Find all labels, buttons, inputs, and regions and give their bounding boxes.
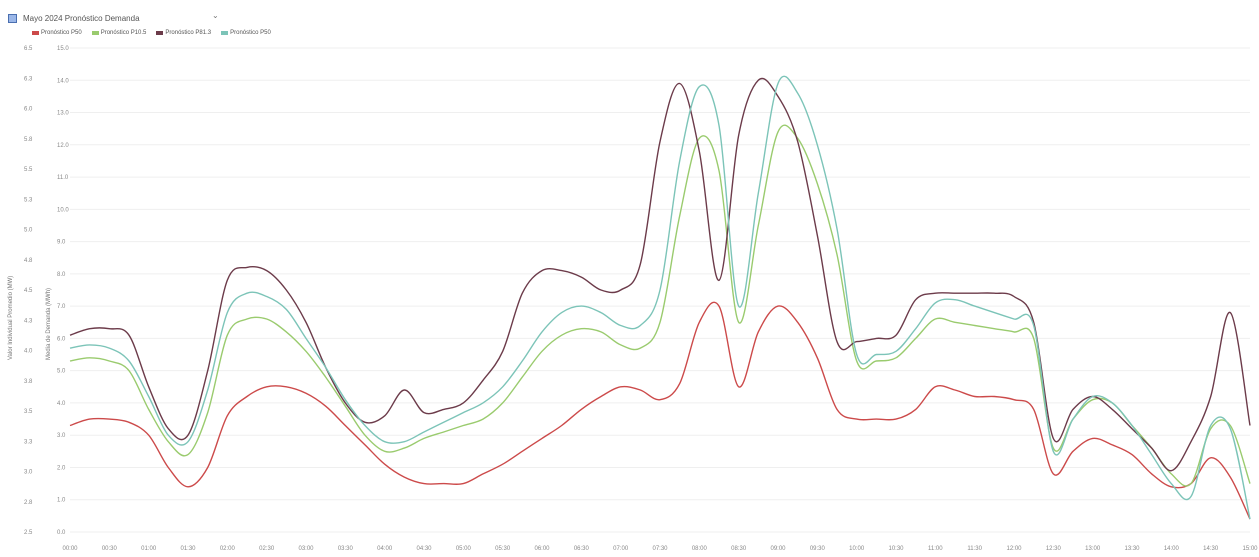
x-tick-label: 14:30 xyxy=(1203,546,1219,552)
y-left-tick-label: 5.3 xyxy=(24,197,33,203)
chart-title: Mayo 2024 Pronóstico Demanda xyxy=(23,13,140,23)
chart-header: Mayo 2024 Pronóstico Demanda xyxy=(8,9,140,27)
y-left-tick-label: 2.5 xyxy=(24,530,33,536)
y-right-tick-label: 12.0 xyxy=(57,143,69,149)
y-right-tick-label: 7.0 xyxy=(57,304,66,310)
y-left-tick-label: 3.0 xyxy=(24,470,33,476)
x-tick-label: 10:00 xyxy=(849,546,865,552)
x-tick-label: 15:00 xyxy=(1242,546,1258,552)
y-left-tick-label: 6.5 xyxy=(24,46,33,52)
x-tick-label: 06:30 xyxy=(574,546,590,552)
x-tick-label: 04:00 xyxy=(377,546,393,552)
x-tick-label: 12:00 xyxy=(1006,546,1022,552)
x-tick-label: 05:30 xyxy=(495,546,511,552)
y-right-tick-label: 14.0 xyxy=(57,78,69,84)
x-tick-label: 11:00 xyxy=(928,546,943,552)
y-right-tick-label: 11.0 xyxy=(57,175,69,181)
x-tick-label: 09:30 xyxy=(810,546,826,552)
y-left-tick-label: 6.3 xyxy=(24,76,33,82)
x-tick-label: 07:30 xyxy=(652,546,668,552)
x-tick-label: 07:00 xyxy=(613,546,629,552)
y-right-tick-label: 3.0 xyxy=(57,433,66,439)
y-right-tick-label: 0.0 xyxy=(57,530,66,536)
x-tick-label: 06:00 xyxy=(534,546,550,552)
legend-item[interactable]: Pronóstico P81.3 xyxy=(156,30,211,36)
x-tick-label: 05:00 xyxy=(456,546,472,552)
series-line-1[interactable] xyxy=(69,301,1251,520)
x-tick-label: 08:00 xyxy=(692,546,708,552)
x-tick-label: 04:30 xyxy=(416,546,432,552)
x-tick-label: 03:30 xyxy=(338,546,354,552)
x-tick-label: 14:00 xyxy=(1164,546,1180,552)
series-line-3[interactable] xyxy=(69,77,1251,472)
x-tick-label: 13:00 xyxy=(1085,546,1101,552)
x-tick-label: 03:00 xyxy=(298,546,314,552)
legend-item[interactable]: Pronóstico P50 xyxy=(32,30,82,36)
y-left-tick-label: 4.3 xyxy=(24,318,33,324)
legend-swatch xyxy=(156,31,164,35)
y-left-tick-label: 5.5 xyxy=(24,167,33,173)
y-left-tick-label: 4.0 xyxy=(24,349,33,355)
legend-swatch xyxy=(32,31,39,35)
x-tick-label: 13:30 xyxy=(1124,546,1140,552)
y-left-tick-label: 3.3 xyxy=(24,439,33,445)
y-left-tick-label: 2.8 xyxy=(24,500,33,506)
x-tick-label: 08:30 xyxy=(731,546,747,552)
y-right-tick-label: 10.0 xyxy=(57,207,69,213)
y-left-tick-label: 5.8 xyxy=(24,137,33,143)
x-tick-label: 02:00 xyxy=(220,546,236,552)
y-left-tick-label: 4.5 xyxy=(24,288,33,294)
x-tick-label: 02:30 xyxy=(259,546,275,552)
y-right-tick-label: 5.0 xyxy=(57,369,66,375)
chart-icon xyxy=(8,13,17,23)
y-left-tick-label: 3.5 xyxy=(24,409,33,415)
y-axis-right-label: Media de Demanda (MWh) xyxy=(46,287,52,360)
x-tick-label: 12:30 xyxy=(1046,546,1062,552)
x-tick-label: 09:00 xyxy=(770,546,786,552)
x-tick-label: 11:30 xyxy=(967,546,982,552)
legend-label: Pronóstico P81.3 xyxy=(165,30,212,36)
y-right-tick-label: 1.0 xyxy=(57,498,66,504)
legend-swatch xyxy=(91,31,99,35)
y-right-tick-label: 13.0 xyxy=(57,111,69,117)
series-line-4[interactable] xyxy=(69,75,1251,520)
y-left-tick-label: 4.8 xyxy=(24,258,33,264)
x-tick-label: 10:30 xyxy=(888,546,904,552)
legend-label: Pronóstico P50 xyxy=(230,30,271,36)
y-left-tick-label: 3.8 xyxy=(24,379,33,385)
chevron-down-icon[interactable]: ⌄ xyxy=(212,11,219,20)
legend-swatch xyxy=(221,31,229,35)
y-left-tick-label: 5.0 xyxy=(24,228,33,234)
y-right-tick-label: 8.0 xyxy=(57,272,66,278)
x-tick-label: 00:00 xyxy=(62,546,78,552)
chart-legend: Pronóstico P50 Pronóstico P10.5 Pronóstico… xyxy=(32,30,271,36)
legend-item[interactable]: Pronóstico P50 xyxy=(221,30,271,36)
y-right-tick-label: 15.0 xyxy=(57,46,69,52)
y-right-tick-label: 2.0 xyxy=(57,465,66,471)
y-right-tick-label: 9.0 xyxy=(57,240,66,246)
y-right-tick-label: 6.0 xyxy=(57,336,66,342)
legend-label: Pronóstico P50 xyxy=(41,30,82,36)
x-tick-label: 01:30 xyxy=(180,546,196,552)
legend-item[interactable]: Pronóstico P10.5 xyxy=(91,30,147,36)
y-left-tick-label: 6.0 xyxy=(24,107,33,113)
legend-label: Pronóstico P10.5 xyxy=(100,30,147,36)
x-tick-label: 00:30 xyxy=(102,546,118,552)
x-tick-label: 01:00 xyxy=(141,546,157,552)
y-axis-left-label: Valor Individual Promedio (MW) xyxy=(8,275,14,360)
y-right-tick-label: 4.0 xyxy=(57,401,66,407)
